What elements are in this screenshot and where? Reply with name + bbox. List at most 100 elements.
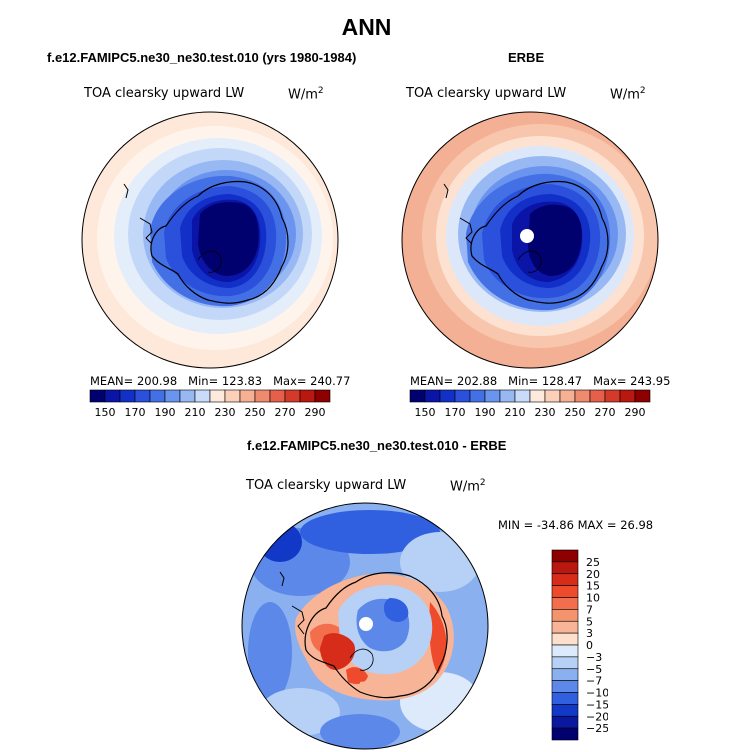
obs-stats: MEAN= 202.88 Min= 128.47 Max= 243.95 xyxy=(410,374,671,388)
diff-colorbar-swatch xyxy=(551,704,579,717)
obs-colorbar-tick-label: 190 xyxy=(475,406,496,419)
obs-colorbar-swatches xyxy=(409,389,651,403)
obs-colorbar-swatch xyxy=(499,389,516,403)
diff-colorbar-swatch xyxy=(551,644,579,658)
model-colorbar-swatch xyxy=(254,389,271,403)
model-polar-map xyxy=(81,111,339,369)
model-stats: MEAN= 200.98 Min= 123.83 Max= 240.77 xyxy=(90,374,351,388)
obs-units-label: W/m2 xyxy=(610,86,646,103)
obs-mean-value: 202.88 xyxy=(456,374,498,388)
model-colorbar-swatch xyxy=(179,389,196,403)
diff-colorbar-tick-label: −5 xyxy=(586,663,602,676)
model-colorbar-swatch xyxy=(149,389,166,403)
model-colorbar-swatch xyxy=(314,389,331,403)
model-colorbar-swatch xyxy=(299,389,316,403)
diff-colorbar-swatch xyxy=(551,609,579,622)
model-units-label: W/m2 xyxy=(288,86,324,103)
model-colorbar-swatch xyxy=(119,389,136,403)
diff-colorbar-tick-label: 20 xyxy=(586,568,600,581)
model-colorbar-swatch xyxy=(224,389,241,403)
diff-colorbar-tick-label: −3 xyxy=(586,651,602,664)
model-colorbar-tick-label: 190 xyxy=(155,406,176,419)
model-colorbar-swatch xyxy=(134,389,151,403)
diff-colorbar-swatch xyxy=(551,620,579,634)
diff-colorbar-swatch xyxy=(551,656,579,670)
obs-colorbar-swatch xyxy=(409,389,426,403)
obs-polar-map xyxy=(401,111,659,369)
obs-panel-title: ERBE xyxy=(508,50,545,65)
obs-colorbar-swatch xyxy=(619,389,636,403)
obs-colorbar-swatch xyxy=(484,389,501,403)
model-colorbar-tick-label: 230 xyxy=(215,406,236,419)
obs-colorbar-swatch xyxy=(529,389,546,403)
model-mean-value: 200.98 xyxy=(136,374,178,388)
diff-colorbar-swatches xyxy=(551,549,579,741)
model-max-value: 240.77 xyxy=(310,374,351,388)
diff-panel-title: f.e12.FAMIPC5.ne30_ne30.test.010 - ERBE xyxy=(247,438,507,453)
diff-colorbar-swatch xyxy=(551,727,579,741)
model-colorbar-swatch xyxy=(89,389,106,403)
diff-colorbar-tick-label: −10 xyxy=(586,687,608,700)
obs-colorbar-swatch xyxy=(544,389,561,403)
obs-pole-hole xyxy=(520,229,534,243)
model-colorbar-labels: 150 170 190 210 230 250 270 290 xyxy=(95,406,326,419)
obs-colorbar-swatch xyxy=(469,389,486,403)
obs-colorbar-tick-label: 270 xyxy=(595,406,616,419)
diff-colorbar-swatch xyxy=(551,585,579,598)
diff-colorbar-swatch xyxy=(551,692,579,705)
diff-colorbar-tick-label: −20 xyxy=(586,710,608,723)
obs-colorbar-swatch xyxy=(514,389,531,403)
obs-colorbar-swatch xyxy=(454,389,471,403)
diff-colorbar-tick-label: −7 xyxy=(586,675,602,688)
diff-colorbar-swatch xyxy=(551,680,579,693)
diff-colorbar-tick-label: 0 xyxy=(586,639,593,652)
obs-colorbar-tick-label: 170 xyxy=(445,406,466,419)
obs-colorbar-tick-label: 250 xyxy=(565,406,586,419)
model-colorbar-swatch xyxy=(239,389,256,403)
obs-colorbar-tick-label: 150 xyxy=(415,406,436,419)
diff-colorbar-tick-label: 7 xyxy=(586,603,593,616)
diff-variable-label: TOA clearsky upward LW xyxy=(246,478,407,493)
diff-colorbar-swatch xyxy=(551,561,579,575)
obs-colorbar-swatch xyxy=(574,389,591,403)
obs-colorbar-swatch xyxy=(439,389,456,403)
page-title: ANN xyxy=(341,14,392,40)
model-colorbar-swatch xyxy=(209,389,226,403)
obs-variable-label: TOA clearsky upward LW xyxy=(406,86,567,101)
diff-colorbar-swatch xyxy=(551,597,579,610)
obs-max-value: 243.95 xyxy=(630,374,671,388)
model-colorbar-swatch xyxy=(164,389,181,403)
obs-colorbar-swatch xyxy=(559,389,576,403)
diff-colorbar-tick-label: 15 xyxy=(586,580,600,593)
diff-colorbar-tick-label: 25 xyxy=(586,556,600,569)
obs-colorbar-tick-label: 210 xyxy=(505,406,526,419)
model-min-value: 123.83 xyxy=(221,374,263,388)
model-colorbar-swatch xyxy=(284,389,301,403)
model-colorbar: 150 170 190 210 230 250 270 290 xyxy=(89,389,331,419)
diff-units-label: W/m2 xyxy=(450,478,486,495)
diff-colorbar-tick-label: 5 xyxy=(586,615,593,628)
diff-colorbar-tick-label: −25 xyxy=(586,722,608,735)
obs-colorbar-swatch xyxy=(589,389,606,403)
diff-colorbar-tick-label: −15 xyxy=(586,698,608,711)
model-colorbar-swatch xyxy=(194,389,211,403)
diff-colorbar-swatch xyxy=(551,668,579,681)
obs-colorbar-labels: 150 170 190 210 230 250 270 290 xyxy=(415,406,646,419)
model-colorbar-tick-label: 210 xyxy=(185,406,206,419)
obs-colorbar-swatch xyxy=(424,389,441,403)
diff-polar-map xyxy=(241,502,489,750)
model-colorbar-swatch xyxy=(104,389,121,403)
model-colorbar-swatch xyxy=(269,389,286,403)
model-colorbar-tick-label: 290 xyxy=(305,406,326,419)
model-colorbar-tick-label: 170 xyxy=(125,406,146,419)
obs-colorbar: 150 170 190 210 230 250 270 290 xyxy=(409,389,651,419)
obs-colorbar-swatch xyxy=(634,389,651,403)
diff-colorbar-tick-label: 10 xyxy=(586,592,600,605)
model-panel-title: f.e12.FAMIPC5.ne30_ne30.test.010 (yrs 19… xyxy=(47,50,357,65)
diff-minmax: MIN = -34.86 MAX = 26.98 xyxy=(498,518,654,532)
obs-colorbar-swatch xyxy=(604,389,621,403)
diff-colorbar-swatch xyxy=(551,632,579,646)
diff-colorbar-tick-label: 3 xyxy=(586,627,593,640)
